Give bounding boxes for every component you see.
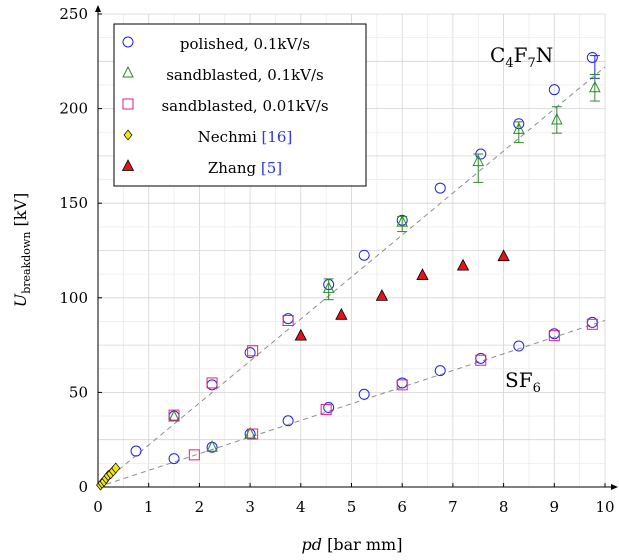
annotation-sf6: SF6 — [505, 368, 541, 396]
data-point — [586, 318, 598, 330]
x-tick-label: 5 — [347, 498, 357, 516]
x-tick-label: 10 — [595, 498, 614, 516]
x-tick-label: 1 — [144, 498, 154, 516]
trend-lines — [97, 66, 606, 488]
data-point — [320, 403, 332, 415]
data-point — [335, 307, 348, 320]
data-point — [548, 84, 560, 96]
data-point — [358, 388, 370, 400]
data-point — [396, 379, 408, 391]
legend-box — [113, 23, 367, 187]
legend-label-nechmi: Nechmi [16] — [198, 128, 293, 146]
legend-marker-2 — [122, 98, 134, 110]
data-points — [96, 52, 601, 491]
data-point — [456, 258, 470, 271]
trend-line-c4f7n — [97, 66, 606, 488]
series-2 — [168, 315, 598, 461]
y-tick-label: 150 — [59, 194, 88, 212]
legend: polished, 0.1kV/s sandblasted, 0.1kV/s s… — [113, 23, 367, 187]
x-tick-label: 6 — [397, 498, 407, 516]
data-point — [589, 80, 601, 93]
series-4 — [294, 249, 510, 341]
x-axis-arrow — [611, 484, 618, 490]
y-tick-label: 100 — [59, 289, 88, 307]
data-point — [323, 402, 335, 414]
x-tick-label: 4 — [296, 498, 306, 516]
data-point — [168, 409, 180, 421]
data-point — [206, 440, 218, 452]
trend-line-sf6 — [97, 320, 606, 488]
data-point — [168, 453, 180, 465]
data-point — [497, 249, 510, 262]
data-point — [586, 52, 598, 64]
data-point — [247, 428, 259, 440]
data-point — [358, 249, 370, 261]
y-tick-label: 200 — [59, 100, 88, 118]
data-point — [282, 415, 294, 427]
data-point — [322, 281, 335, 293]
data-point — [168, 409, 180, 422]
svg-text:SF6: SF6 — [505, 368, 541, 396]
data-point — [294, 328, 307, 341]
x-tick-label: 8 — [499, 498, 509, 516]
data-point — [434, 365, 446, 377]
x-tick-label: 3 — [245, 498, 255, 516]
data-point — [475, 354, 487, 366]
x-tick-label: 9 — [550, 498, 560, 516]
legend-marker-1 — [122, 65, 134, 78]
series-1 — [168, 74, 601, 452]
data-point — [244, 347, 256, 359]
legend-label-polished: polished, 0.1kV/s — [180, 35, 310, 53]
data-point — [188, 449, 200, 461]
annotation-c4f7n: C4F7N — [490, 43, 553, 71]
data-point — [282, 315, 294, 327]
legend-label-sandblasted-001: sandblasted, 0.01kV/s — [161, 97, 328, 115]
x-tick-label: 2 — [195, 498, 205, 516]
x-axis-label: pd [bar mm] — [302, 535, 403, 554]
y-tick-label: 250 — [59, 5, 88, 23]
x-tick-label: 0 — [93, 498, 103, 516]
y-axis-arrow — [95, 5, 101, 12]
data-point — [130, 445, 142, 457]
data-point — [247, 345, 259, 357]
data-point — [206, 377, 218, 389]
svg-text:pd [bar mm]: pd [bar mm] — [302, 535, 403, 554]
series-3 — [96, 462, 121, 491]
data-point — [551, 112, 563, 125]
y-tick-label: 50 — [69, 383, 88, 401]
legend-label-sandblasted-01: sandblasted, 0.1kV/s — [166, 66, 324, 84]
data-point — [396, 215, 409, 227]
legend-marker-3 — [123, 129, 133, 141]
legend-marker-0 — [122, 36, 134, 48]
x-tick-label: 7 — [448, 498, 458, 516]
legend-label-zhang: Zhang [5] — [208, 159, 282, 177]
data-point — [111, 462, 121, 474]
svg-text:C4F7N: C4F7N — [490, 43, 553, 71]
legend-marker-4 — [121, 159, 135, 171]
data-point — [434, 182, 446, 194]
data-point — [513, 340, 525, 352]
legend-markers — [121, 36, 135, 171]
data-point — [548, 330, 560, 342]
y-axis-label: Ubreakdown [kV] — [11, 193, 33, 308]
data-point — [472, 154, 485, 167]
svg-text:Ubreakdown [kV]: Ubreakdown [kV] — [11, 193, 33, 308]
data-point — [375, 289, 389, 301]
data-point — [416, 268, 429, 280]
data-point — [513, 122, 525, 134]
y-tick-label: 0 — [78, 478, 88, 496]
